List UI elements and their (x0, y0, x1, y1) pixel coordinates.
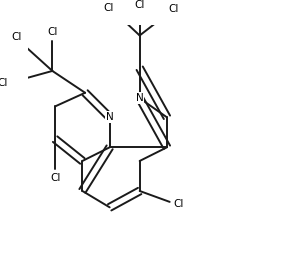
Text: N: N (106, 112, 114, 122)
Text: Cl: Cl (168, 4, 179, 14)
Text: Cl: Cl (11, 32, 22, 42)
Text: N: N (136, 93, 143, 103)
Text: Cl: Cl (103, 3, 114, 13)
Text: Cl: Cl (47, 27, 58, 37)
Text: Cl: Cl (50, 173, 60, 183)
Text: Cl: Cl (134, 0, 145, 10)
Text: Cl: Cl (0, 78, 8, 88)
Text: Cl: Cl (174, 199, 184, 209)
